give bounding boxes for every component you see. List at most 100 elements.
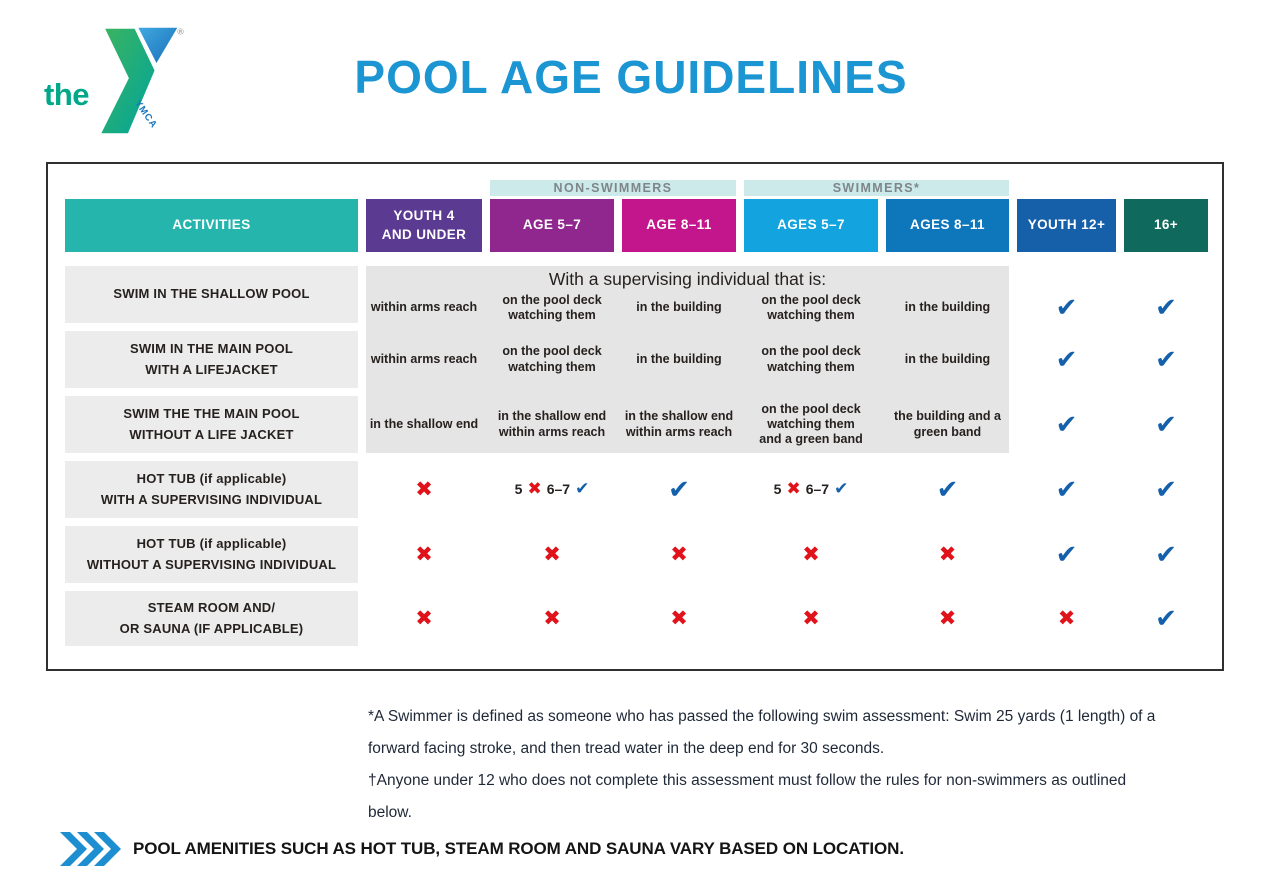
cross-icon: ✖ [938, 606, 957, 630]
check-icon: ✔ [668, 474, 690, 505]
rule-text-cell: in the building [636, 300, 722, 315]
amenities-note: POOL AMENITIES SUCH AS HOT TUB, STEAM RO… [60, 832, 904, 866]
supervision-heading: With a supervising individual that is: [548, 269, 827, 289]
activity-label: SWIM THE THE MAIN POOL WITHOUT A LIFE JA… [65, 396, 358, 453]
check-icon: ✔ [1055, 293, 1078, 323]
partial-rule-cell: 5 ✖ 6–7 ✔ [490, 461, 614, 518]
activity-label: STEAM ROOM AND/ OR SAUNA (IF APPLICABLE) [65, 591, 358, 646]
rule-text-cell: within arms reach [370, 351, 478, 366]
triple-chevron-icon [60, 832, 121, 866]
check-icon: ✔ [1055, 409, 1078, 440]
check-icon: ✔ [1155, 474, 1177, 505]
cross-icon: ✖ [415, 542, 433, 566]
not-allowed-cell: ✖ [622, 526, 736, 583]
activity-label: SWIM IN THE MAIN POOL WITH A LIFEJACKET [65, 331, 358, 388]
age-label: 5 [514, 480, 523, 497]
not-allowed-cell: ✖ [622, 591, 736, 646]
cross-icon: ✖ [543, 606, 561, 630]
activity-label: HOT TUB (if applicable) WITH A SUPERVISI… [65, 461, 358, 518]
ymca-logo: the YMCA ® [44, 22, 184, 140]
registered-mark: ® [177, 26, 184, 36]
allowed-cell: ✔ [1124, 331, 1208, 388]
rule-text-cell: in the shallow end within arms reach [624, 409, 734, 439]
rule-text-cell: within arms reach [370, 300, 478, 315]
not-allowed-cell: ✖ [366, 591, 482, 646]
mixed-rule: 5 ✖ 6–7 ✔ [514, 478, 590, 499]
footnote-swimmer-definition: *A Swimmer is defined as someone who has… [368, 708, 1156, 757]
group-header-non-swimmers: NON-SWIMMERS [490, 180, 736, 196]
check-icon: ✔ [1155, 603, 1177, 634]
cross-icon: ✖ [802, 542, 820, 566]
check-icon: ✔ [936, 474, 959, 505]
allowed-cell: ✔ [1017, 461, 1116, 518]
cross-icon: ✖ [802, 606, 820, 630]
rule-text-cell: in the shallow end within arms reach [497, 409, 607, 439]
not-allowed-cell: ✖ [886, 526, 1009, 583]
column-header-sw-ages-8-11: AGES 8–11 [886, 199, 1009, 252]
supervision-zone-background [366, 266, 1009, 453]
cross-icon: ✖ [786, 478, 801, 499]
rule-text-cell: in the shallow end [369, 416, 479, 431]
age-label: 5 [773, 480, 782, 497]
rule-text-cell: on the pool deck watching them [502, 344, 602, 374]
allowed-cell: ✔ [1017, 396, 1116, 453]
age-label: 6–7 [546, 480, 571, 497]
not-allowed-cell: ✖ [490, 591, 614, 646]
allowed-cell: ✔ [1017, 266, 1116, 323]
column-header-ns-age-5-7: AGE 5–7 [490, 199, 614, 252]
rule-text-cell: on the pool deck watching them [761, 292, 861, 322]
rule-text-cell: on the pool deck watching them and a gre… [759, 401, 863, 447]
cross-icon: ✖ [670, 606, 688, 630]
mixed-rule: 5 ✖ 6–7 ✔ [773, 478, 849, 499]
rule-text-cell: in the building [904, 351, 991, 366]
rule-text-cell: on the pool deck watching them [761, 344, 861, 374]
rule-text-cell: in the building [904, 300, 991, 315]
column-header-ns-age-8-11: AGE 8–11 [622, 199, 736, 252]
allowed-cell: ✔ [886, 461, 1009, 518]
partial-rule-cell: 5 ✖ 6–7 ✔ [744, 461, 878, 518]
check-icon: ✔ [1055, 539, 1078, 570]
not-allowed-cell: ✖ [744, 526, 878, 583]
ymca-y-icon: YMCA ® [101, 26, 184, 134]
activity-label: HOT TUB (if applicable) WITHOUT A SUPERV… [65, 526, 358, 583]
allowed-cell: ✔ [1124, 396, 1208, 453]
column-header-activities: ACTIVITIES [65, 199, 358, 252]
cross-icon: ✖ [415, 477, 433, 501]
cross-icon: ✖ [543, 542, 561, 566]
not-allowed-cell: ✖ [886, 591, 1009, 646]
not-allowed-cell: ✖ [366, 526, 482, 583]
footnotes: *A Swimmer is defined as someone who has… [368, 701, 1158, 829]
table-grid: NON-SWIMMERS SWIMMERS* With a supervisin… [48, 164, 1222, 673]
cross-icon: ✖ [670, 542, 688, 566]
not-allowed-cell: ✖ [366, 461, 482, 518]
cross-icon: ✖ [1057, 606, 1076, 630]
check-icon: ✔ [1155, 539, 1177, 570]
allowed-cell: ✔ [1124, 591, 1208, 646]
check-icon: ✔ [1055, 344, 1078, 375]
cross-icon: ✖ [527, 478, 542, 499]
page-title: POOL AGE GUIDELINES [354, 51, 908, 103]
column-header-youth-4-under: YOUTH 4 AND UNDER [366, 199, 482, 252]
y-blue-triangle [138, 27, 178, 63]
age-label: 6–7 [805, 480, 830, 497]
allowed-cell: ✔ [1124, 461, 1208, 518]
check-icon: ✔ [575, 478, 590, 499]
allowed-cell: ✔ [1017, 331, 1116, 388]
not-allowed-cell: ✖ [490, 526, 614, 583]
check-icon: ✔ [1155, 409, 1177, 440]
footnote-assessment-rule: †Anyone under 12 who does not complete t… [368, 772, 1127, 821]
logo-the-text: the [44, 77, 90, 112]
check-icon: ✔ [834, 478, 849, 499]
column-header-sw-ages-5-7: AGES 5–7 [744, 199, 878, 252]
y-green-arm [101, 28, 155, 134]
cross-icon: ✖ [415, 606, 433, 630]
allowed-cell: ✔ [1017, 526, 1116, 583]
rule-text-cell: the building and a green band [894, 409, 1001, 439]
amenities-text: POOL AMENITIES SUCH AS HOT TUB, STEAM RO… [133, 839, 904, 858]
not-allowed-cell: ✖ [1017, 591, 1116, 646]
rule-text-cell: on the pool deck watching them [502, 292, 602, 322]
column-header-youth-12-plus: YOUTH 12+ [1017, 199, 1116, 252]
group-header-swimmers: SWIMMERS* [744, 180, 1009, 196]
check-icon: ✔ [1155, 344, 1177, 375]
